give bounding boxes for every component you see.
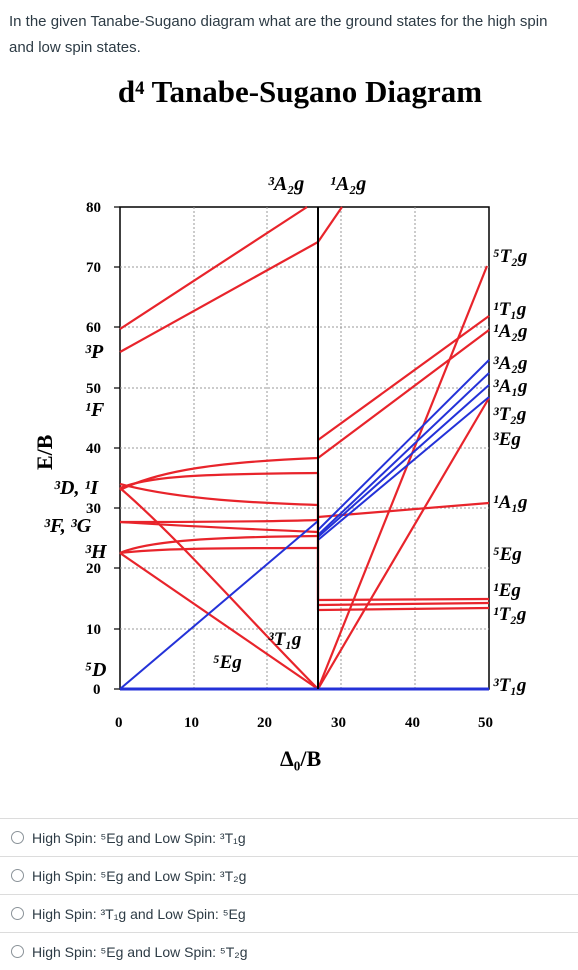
curve-5eg-blue	[119, 520, 319, 690]
curve-3d-c	[119, 482, 319, 507]
question-text: In the given Tanabe-Sugano diagram what …	[9, 13, 548, 56]
y-tick-70: 70	[86, 260, 101, 276]
y-tick-40: 40	[86, 441, 101, 457]
y-tick-30: 30	[86, 501, 101, 517]
curve-3t2g-blue	[317, 384, 490, 538]
curve-3h-desc	[119, 552, 319, 690]
curve-1t2g-right	[317, 606, 490, 612]
radio-button[interactable]	[11, 945, 24, 958]
term-3f-3g: ³F, ³G	[44, 515, 92, 537]
term-right-1t1g: ¹T₁g	[493, 299, 526, 320]
y-tick-60: 60	[86, 320, 101, 336]
blue-curves	[119, 359, 490, 691]
x-tick-0: 0	[115, 715, 123, 731]
term-right-1a1g: ¹A₁g	[493, 492, 528, 513]
curve-3p-lower	[119, 241, 319, 353]
term-right-1a2g: ¹A₂g	[493, 321, 528, 342]
radio-button[interactable]	[11, 907, 24, 920]
option-label: High Spin: ³T₁g and Low Spin: ⁵Eg	[32, 905, 246, 922]
curve-1a2g-right	[317, 315, 490, 441]
curve-3a2g-blue	[317, 359, 490, 531]
y-tick-0: 0	[93, 682, 101, 698]
option-label: High Spin: ⁵Eg and Low Spin: ⁵T₂g	[32, 943, 248, 960]
x-tick-40: 40	[405, 715, 420, 731]
y-tick-10: 10	[86, 622, 101, 638]
curve-5t2g-left	[317, 397, 490, 690]
radio-button[interactable]	[11, 831, 24, 844]
term-right-5eg: ⁵Eg	[493, 544, 522, 565]
term-3p: ³P	[85, 341, 104, 363]
option-4[interactable]: High Spin: ⁵Eg and Low Spin: ⁵T₂g	[0, 932, 578, 970]
term-top-1a2g: ¹A₂g	[330, 173, 366, 195]
curve-1a1g-right	[317, 501, 490, 519]
h-grid	[120, 266, 489, 630]
answer-options: High Spin: ⁵Eg and Low Spin: ³T₁g High S…	[0, 818, 578, 970]
option-1[interactable]: High Spin: ⁵Eg and Low Spin: ³T₁g	[0, 818, 578, 856]
curve-1t1g-right	[316, 265, 489, 690]
x-axis-label: Δ₀/B	[280, 746, 322, 771]
curve-3h-a	[119, 534, 319, 555]
term-inner-5eg: ⁵Eg	[213, 652, 242, 673]
term-right-5t2g: ⁵T₂g	[493, 246, 527, 267]
term-1f: ¹F	[85, 399, 105, 421]
term-top-3a2g: ³A₂g	[268, 173, 304, 195]
option-3[interactable]: High Spin: ³T₁g and Low Spin: ⁵Eg	[0, 894, 578, 932]
y-tick-80: 80	[86, 200, 101, 216]
term-3h: ³H	[85, 541, 108, 563]
curve-3a2g-right	[317, 329, 490, 459]
curve-3p-upper	[119, 206, 308, 330]
diagram-title: d⁴ Tanabe-Sugano Diagram	[117, 74, 483, 109]
option-label: High Spin: ⁵Eg and Low Spin: ³T₂g	[32, 867, 247, 884]
x-tick-20: 20	[257, 715, 272, 731]
curve-1eg-right	[317, 601, 490, 607]
term-right-3a1g: ³A₁g	[493, 376, 528, 397]
option-2[interactable]: High Spin: ⁵Eg and Low Spin: ³T₂g	[0, 856, 578, 894]
term-right-3a2g: ³A₂g	[493, 353, 528, 374]
x-tick-50: 50	[478, 715, 493, 731]
option-label: High Spin: ⁵Eg and Low Spin: ³T₁g	[32, 829, 246, 846]
curve-3d-a	[119, 471, 319, 490]
x-tick-30: 30	[331, 715, 346, 731]
x-tick-10: 10	[184, 715, 199, 731]
curve-3h-b	[119, 546, 319, 555]
curve-3a1g-blue	[317, 372, 490, 536]
term-right-3t1g: ³T₁g	[493, 675, 526, 696]
curve-3f-a	[119, 518, 319, 524]
radio-button[interactable]	[11, 869, 24, 882]
tanabe-sugano-diagram: 80 70 60 50 40 30 20 10 0 0 10 20 30 40 …	[32, 173, 528, 771]
curve-3t1g-desc	[119, 487, 319, 690]
term-right-3t2g: ³T₂g	[493, 404, 526, 425]
y-tick-50: 50	[86, 381, 101, 397]
curve-3f-b	[119, 520, 319, 534]
term-inner-3t1g: ³T₁g	[268, 629, 301, 650]
term-5d: ⁵D	[85, 659, 106, 681]
term-right-3eg: ³Eg	[493, 429, 521, 450]
y-tick-20: 20	[86, 561, 101, 577]
term-right-1t2g: ¹T₂g	[493, 604, 526, 625]
term-3d-1i: ³D, ¹I	[54, 477, 99, 499]
curve-5eg-right	[317, 597, 490, 602]
term-right-1eg: ¹Eg	[493, 580, 521, 601]
curve-3eg-blue	[317, 396, 490, 541]
curve-3d-b	[119, 456, 319, 491]
y-axis-label: E/B	[32, 434, 57, 470]
